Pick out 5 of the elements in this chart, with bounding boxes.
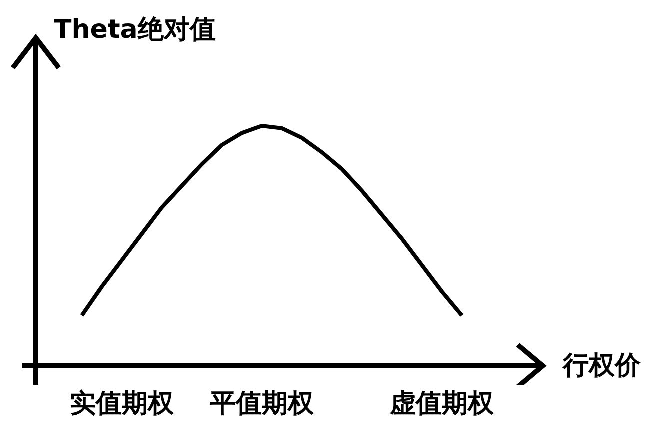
x-tick-label: 平值期权 <box>209 389 315 419</box>
x-axis-title: 行权价 <box>562 351 642 381</box>
y-axis-title: Theta绝对值 <box>54 15 216 45</box>
x-tick-label: 虚值期权 <box>389 389 495 419</box>
x-tick-label: 实值期权 <box>70 389 175 419</box>
